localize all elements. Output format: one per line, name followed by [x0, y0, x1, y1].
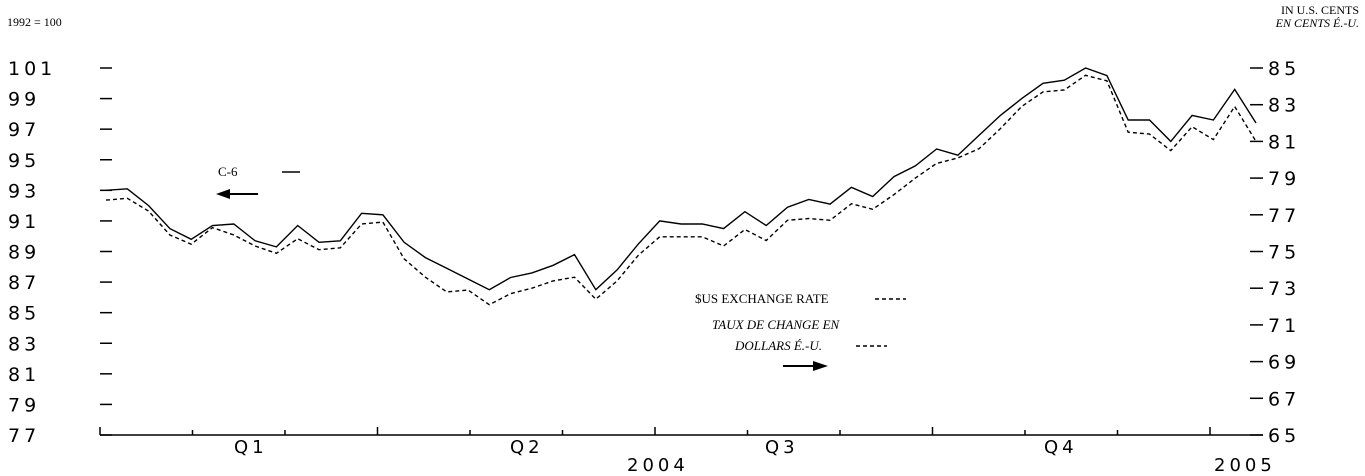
left-tick-label: 99 [8, 89, 40, 111]
left-tick-label: 85 [8, 303, 40, 325]
legend-fx-label-fr-1: TAUX DE CHANGE EN [712, 317, 841, 332]
left-axis-base-note: 1992 = 100 [7, 15, 62, 29]
right-axis-unit-note-en: IN U.S. CENTS [1281, 3, 1359, 17]
x-label-q4: Q4 [1044, 437, 1078, 458]
right-tick-label: 65 [1268, 425, 1300, 447]
left-tick-label: 77 [8, 425, 40, 447]
left-tick-label: 81 [8, 364, 40, 386]
c6-index-line [105, 67, 1257, 291]
left-tick-label: 87 [8, 272, 40, 294]
year-label-2005: 2005 [1214, 455, 1276, 476]
right-tick-label: 85 [1268, 58, 1300, 80]
right-tick-label: 75 [1268, 242, 1300, 264]
right-tick-label: 73 [1268, 278, 1300, 300]
right-tick-label: 79 [1268, 168, 1300, 190]
right-axis-unit-note-fr: EN CENTS É.-U. [1275, 16, 1359, 30]
right-tick-label: 81 [1268, 131, 1300, 153]
legend-fx-label-fr-2: DOLLARS É.-U. [734, 338, 822, 353]
left-tick-label: 93 [8, 180, 40, 202]
legend-c6-label: C-6 [218, 164, 238, 179]
left-tick-label: 97 [8, 119, 40, 141]
year-label-2004: 2004 [627, 455, 689, 476]
right-tick-label: 67 [1268, 388, 1300, 410]
left-tick-label: 83 [8, 333, 40, 355]
left-axis-ticks: 101 99 97 95 93 91 89 87 85 83 81 79 77 [8, 58, 112, 447]
left-tick-label: 89 [8, 242, 40, 264]
left-tick-label: 91 [8, 211, 40, 233]
left-tick-label: 101 [8, 58, 56, 80]
right-arrow-icon [783, 361, 828, 371]
left-tick-label: 79 [8, 394, 40, 416]
us-exchange-rate-line [105, 74, 1257, 306]
right-axis-ticks: 85 83 81 79 77 75 73 71 69 67 65 [1250, 58, 1300, 447]
x-axis-ticks [99, 427, 1211, 435]
x-label-q2: Q2 [510, 437, 544, 458]
legend-fx-label-en: $US EXCHANGE RATE [695, 291, 829, 306]
left-tick-label: 95 [8, 150, 40, 172]
right-tick-label: 69 [1268, 352, 1300, 374]
left-arrow-icon [216, 189, 258, 199]
right-tick-label: 77 [1268, 205, 1300, 227]
right-tick-label: 83 [1268, 95, 1300, 117]
x-label-q1: Q1 [234, 437, 268, 458]
x-label-q3: Q3 [765, 437, 799, 458]
right-tick-label: 71 [1268, 315, 1300, 337]
